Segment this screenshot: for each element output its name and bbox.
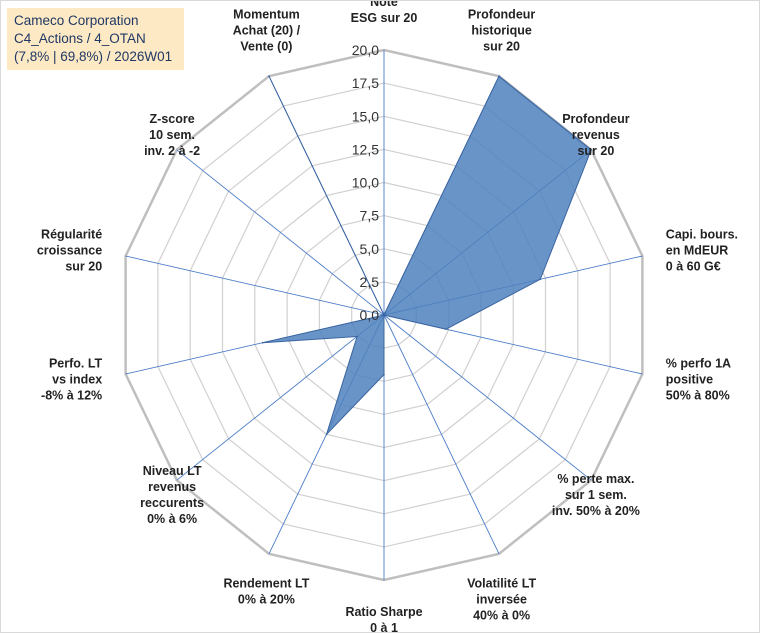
axis-label-line: sur 20 — [577, 144, 614, 158]
data-point — [356, 335, 358, 338]
axis-label-line: historique — [471, 24, 531, 38]
data-point — [590, 149, 592, 151]
data-point — [383, 373, 385, 376]
axis-label: Note ESG sur 20 — [351, 1, 418, 25]
axis-label-line: Rendement LT — [223, 576, 309, 590]
axis-label-line: Régularité — [41, 228, 102, 242]
tick-label: 5,0 — [360, 241, 380, 257]
axis-label-line: 0% à 20% — [238, 592, 295, 606]
axis-label-line: Ratio Sharpe — [345, 605, 422, 619]
axis-label-line: 0 à 60 G€ — [666, 260, 721, 274]
axis-label-line: Z-score — [150, 112, 195, 126]
axis-label-line: sur 1 sem. — [565, 488, 627, 502]
axis-label-line: sur 20 — [483, 40, 520, 54]
title-stats: (7,8% | 69,8%) / 2026W01 — [14, 49, 173, 64]
axis-label-line: 0 à 1 — [370, 621, 398, 632]
axis-label-line: Perfo. LT — [49, 356, 103, 370]
axis-label-line: positive — [666, 372, 713, 386]
axis-label-line: Capi. bours. — [666, 228, 738, 242]
title-category: C4_Actions / 4_OTAN — [14, 31, 146, 46]
tick-label: 12,5 — [352, 141, 379, 157]
data-point — [261, 341, 264, 344]
axis-label-line: Profondeur — [468, 8, 535, 22]
title-company: Cameco Corporation — [14, 13, 139, 28]
data-point — [445, 328, 447, 331]
tick-label: 7,5 — [360, 208, 380, 224]
tick-label: 2,5 — [360, 274, 380, 290]
axis-label: Régularité croissance sur 20 — [37, 228, 102, 274]
chart-title-box: Cameco Corporation C4_Actions / 4_OTAN (… — [7, 8, 184, 70]
axis-label-line: Momentum — [233, 8, 300, 22]
data-point — [539, 278, 542, 281]
axis-label: Perfo. LT vs index -8% à 12% — [41, 356, 103, 402]
axis-spoke — [176, 314, 385, 481]
axis-label-line: 40% à 0% — [473, 608, 530, 622]
axis-label: % perfo 1A positive 50% à 80% — [666, 356, 731, 402]
axis-label-line: ESG sur 20 — [351, 11, 418, 25]
axis-label-line: -8% à 12% — [41, 388, 102, 402]
axis-label-line: reccurents — [140, 496, 204, 510]
axis-label-line: en MdEUR — [666, 244, 729, 258]
axis-label-line: croissance — [37, 244, 102, 258]
data-point — [268, 75, 270, 77]
tick-label: 15,0 — [352, 108, 379, 124]
axis-label-line: inversée — [476, 592, 527, 606]
axis-label: Ratio Sharpe 0 à 1 — [345, 605, 422, 632]
axis-label: Capi. bours. en MdEUR 0 à 60 G€ — [666, 228, 738, 274]
data-point — [498, 75, 500, 77]
axis-spoke — [125, 255, 385, 316]
axis-spoke — [383, 314, 592, 481]
data-point — [383, 314, 385, 316]
axis-label: Niveau LT revenus reccurents 0% à 6% — [140, 464, 204, 526]
axis-label: % perte max. sur 1 sem. inv. 50% à 20% — [552, 472, 640, 518]
axis-label-line: revenus — [148, 480, 196, 494]
axis-label-line: inv. 2 à -2 — [144, 144, 200, 158]
axis-label-line: 0% à 6% — [147, 512, 197, 526]
axis-label-line: Note — [370, 1, 398, 9]
axis-label-line: sur 20 — [65, 260, 102, 274]
tick-label: 20,0 — [352, 42, 379, 58]
series-area — [262, 75, 592, 435]
data-point — [325, 433, 328, 436]
tick-label: 17,5 — [352, 75, 379, 91]
tick-label: 10,0 — [352, 175, 379, 191]
axis-spoke — [176, 149, 385, 316]
axis-label-line: % perfo 1A — [666, 356, 731, 370]
axis-label-line: Volatilité LT — [467, 576, 536, 590]
axis-label: Momentum Achat (20) / Vente (0) — [233, 8, 301, 54]
axis-label-line: Vente (0) — [240, 40, 292, 54]
axis-label: Profondeur revenus sur 20 — [562, 112, 629, 158]
axis-label-line: revenus — [572, 128, 620, 142]
axis-label: Z-score 10 sem. inv. 2 à -2 — [144, 112, 200, 158]
axis-label-line: vs index — [52, 372, 102, 386]
axis-label-line: Niveau LT — [143, 464, 202, 478]
tick-label: 0,0 — [360, 307, 380, 323]
axis-label-line: % perte max. — [557, 472, 634, 486]
axis-label-line: 50% à 80% — [666, 388, 730, 402]
axis-label-line: Profondeur — [562, 112, 629, 126]
axis-spoke — [383, 314, 500, 554]
axis-label: Profondeur historique sur 20 — [468, 8, 535, 54]
axis-label: Rendement LT 0% à 20% — [223, 576, 309, 606]
axis-label-line: 10 sem. — [149, 128, 195, 142]
axis-label-line: Achat (20) / — [233, 24, 301, 38]
axis-label-line: inv. 50% à 20% — [552, 504, 640, 518]
axis-label: Volatilité LT inversée 40% à 0% — [467, 576, 536, 622]
